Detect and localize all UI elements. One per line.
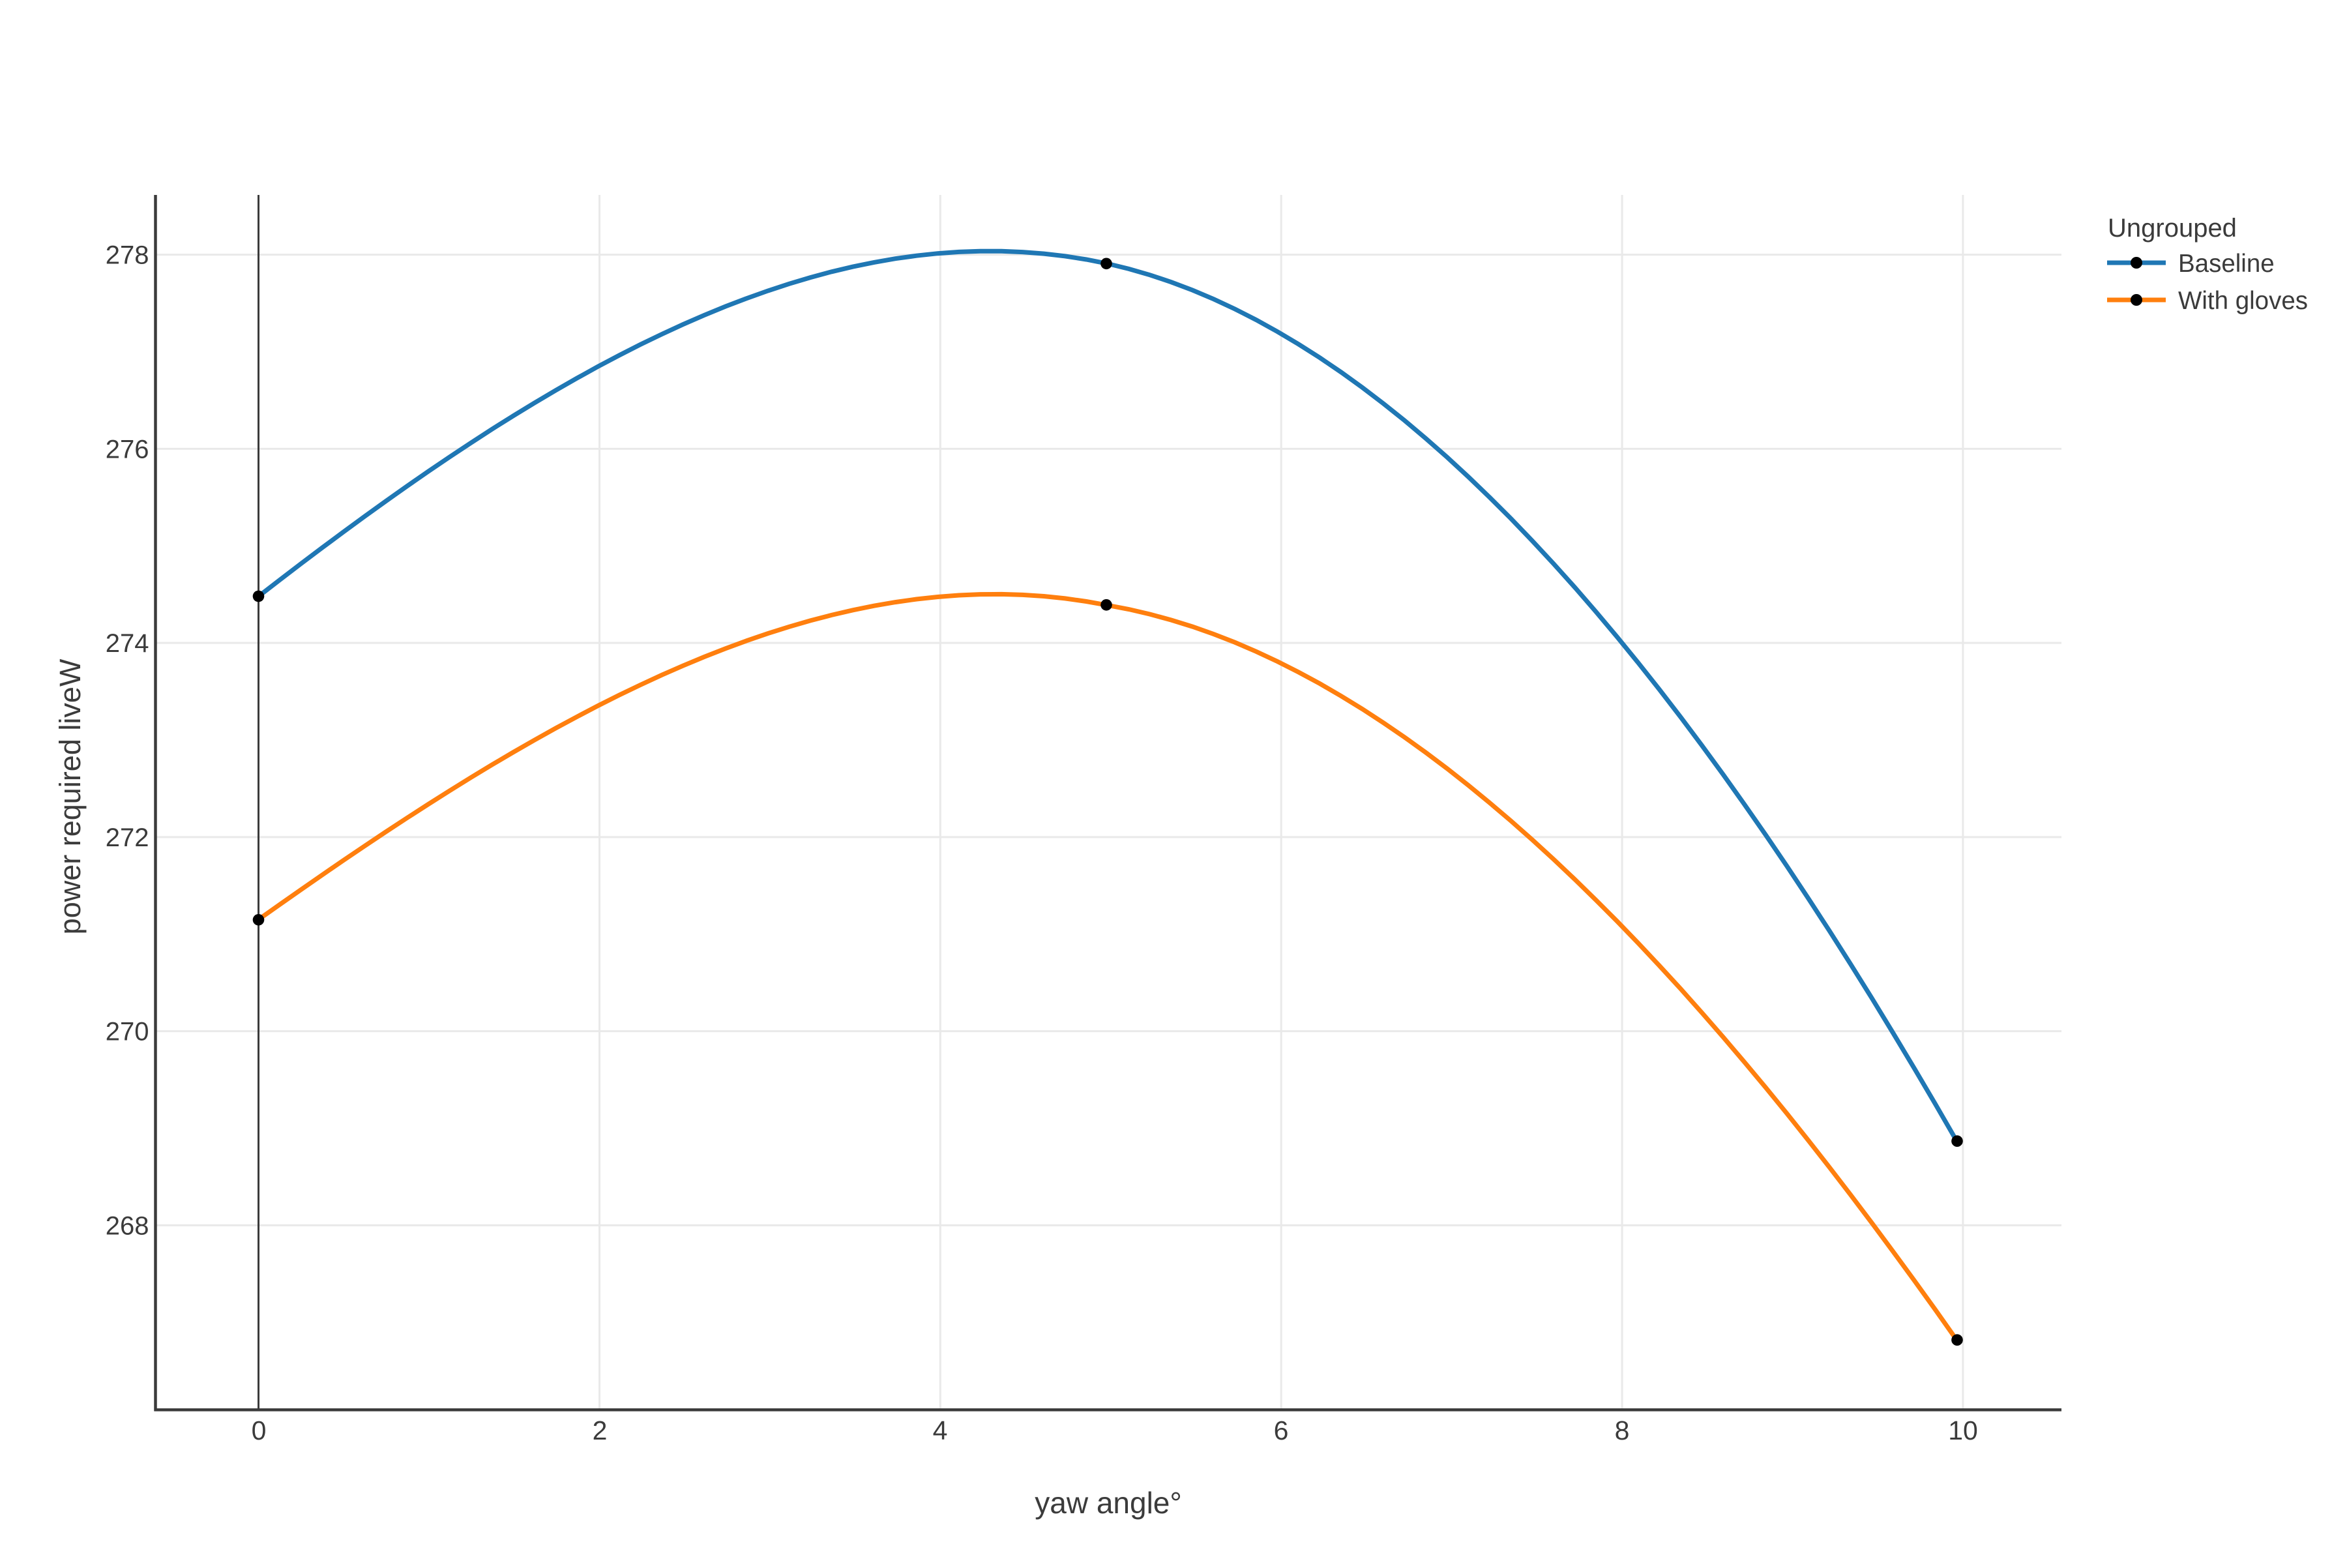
svg-text:0: 0 [252,1415,267,1445]
svg-text:With gloves: With gloves [2178,287,2308,315]
svg-text:power required liveW: power required liveW [53,658,87,934]
svg-text:10: 10 [1948,1415,1978,1445]
svg-text:yaw angle°: yaw angle° [1035,1486,1182,1520]
svg-text:272: 272 [106,823,149,852]
svg-text:4: 4 [933,1415,948,1445]
svg-text:Baseline: Baseline [2178,250,2275,278]
svg-text:8: 8 [1615,1415,1630,1445]
svg-text:278: 278 [106,241,149,270]
svg-text:268: 268 [106,1211,149,1240]
svg-text:276: 276 [106,435,149,464]
svg-text:274: 274 [106,629,149,658]
svg-text:6: 6 [1274,1415,1289,1445]
svg-text:Ungrouped: Ungrouped [2108,214,2237,243]
svg-text:270: 270 [106,1018,149,1046]
svg-text:2: 2 [593,1415,608,1445]
